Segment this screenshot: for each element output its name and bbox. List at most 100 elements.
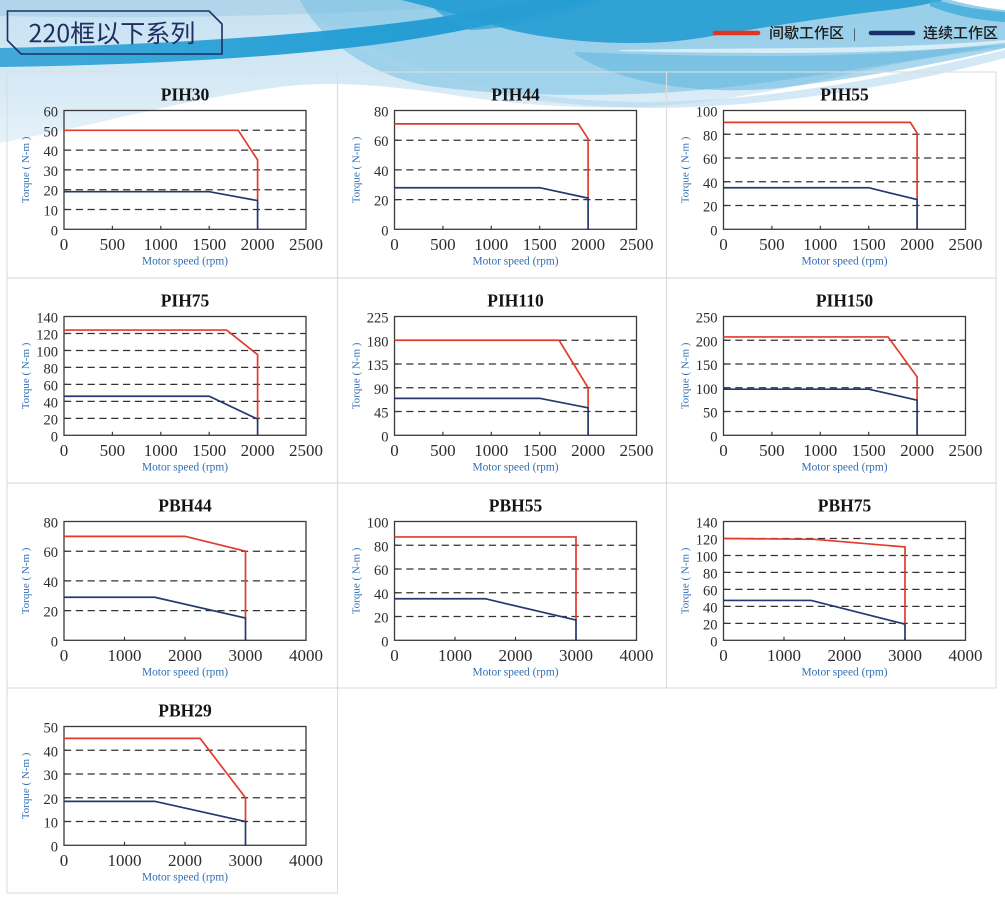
svg-text:2000: 2000 [168,851,202,870]
svg-text:0: 0 [60,235,69,254]
svg-text:50: 50 [703,406,718,422]
svg-text:20: 20 [374,194,389,210]
svg-text:200: 200 [696,334,718,350]
svg-text:80: 80 [703,128,718,144]
svg-text:0: 0 [51,634,58,650]
svg-text:2500: 2500 [289,441,323,460]
svg-text:PIH110: PIH110 [487,291,544,311]
svg-text:100: 100 [696,382,718,398]
svg-text:PBH55: PBH55 [489,496,543,516]
svg-text:140: 140 [36,311,58,327]
svg-text:10: 10 [44,204,59,220]
svg-text:Motor speed (rpm): Motor speed (rpm) [801,667,887,679]
svg-text:225: 225 [367,311,389,327]
svg-text:80: 80 [374,539,389,555]
svg-text:90: 90 [374,382,389,398]
svg-text:PIH44: PIH44 [491,85,540,105]
svg-text:180: 180 [367,334,389,350]
svg-text:|: | [853,27,856,42]
svg-text:250: 250 [696,311,718,327]
svg-text:0: 0 [710,429,717,445]
svg-text:1500: 1500 [852,235,886,254]
svg-text:40: 40 [703,600,718,616]
svg-text:0: 0 [60,851,69,870]
svg-text:30: 30 [44,768,59,784]
svg-text:0: 0 [51,223,58,239]
svg-text:60: 60 [44,378,59,394]
svg-text:4000: 4000 [620,646,654,665]
svg-text:0: 0 [719,646,728,665]
svg-text:2000: 2000 [571,441,605,460]
svg-text:2000: 2000 [499,646,533,665]
svg-text:Torque ( N-m ): Torque ( N-m ) [680,136,692,203]
svg-text:50: 50 [44,124,59,140]
svg-text:20: 20 [374,611,389,627]
svg-text:0: 0 [390,646,399,665]
svg-text:2500: 2500 [289,235,323,254]
svg-text:500: 500 [430,441,456,460]
svg-text:20: 20 [44,792,59,808]
svg-text:0: 0 [60,441,69,460]
svg-text:0: 0 [381,223,388,239]
svg-text:40: 40 [374,164,389,180]
svg-text:20: 20 [44,605,59,621]
svg-text:40: 40 [44,395,59,411]
svg-text:1500: 1500 [192,441,226,460]
svg-text:PBH75: PBH75 [818,496,872,516]
svg-text:1000: 1000 [803,441,837,460]
svg-text:Motor speed (rpm): Motor speed (rpm) [472,462,558,474]
svg-text:2000: 2000 [241,235,275,254]
svg-text:3000: 3000 [888,646,922,665]
svg-text:0: 0 [51,429,58,445]
svg-text:20: 20 [703,200,718,216]
svg-text:135: 135 [367,358,389,374]
svg-text:0: 0 [390,441,399,460]
svg-text:1000: 1000 [144,235,178,254]
svg-text:50: 50 [44,721,59,737]
svg-text:Torque ( N-m ): Torque ( N-m ) [680,547,692,614]
svg-text:40: 40 [44,144,59,160]
svg-text:2000: 2000 [900,441,934,460]
svg-text:3000: 3000 [229,646,263,665]
svg-text:Motor speed (rpm): Motor speed (rpm) [801,462,887,474]
svg-text:1000: 1000 [144,441,178,460]
svg-text:500: 500 [100,235,126,254]
svg-text:Motor speed (rpm): Motor speed (rpm) [472,256,558,268]
svg-text:PIH150: PIH150 [816,291,874,311]
svg-text:2500: 2500 [620,235,654,254]
svg-text:1500: 1500 [523,441,557,460]
svg-text:45: 45 [374,406,389,422]
svg-text:20: 20 [703,617,718,633]
svg-text:500: 500 [759,235,785,254]
svg-text:0: 0 [719,235,728,254]
svg-text:60: 60 [703,583,718,599]
svg-text:20: 20 [44,184,59,200]
svg-text:60: 60 [44,545,59,561]
svg-text:1500: 1500 [852,441,886,460]
svg-text:120: 120 [696,532,718,548]
svg-text:40: 40 [44,575,59,591]
svg-text:Motor speed (rpm): Motor speed (rpm) [801,256,887,268]
svg-text:4000: 4000 [289,646,323,665]
svg-text:40: 40 [44,744,59,760]
svg-text:0: 0 [719,441,728,460]
svg-text:Torque ( N-m ): Torque ( N-m ) [351,547,363,614]
svg-text:1500: 1500 [192,235,226,254]
svg-text:150: 150 [696,358,718,374]
svg-text:500: 500 [430,235,456,254]
svg-text:2500: 2500 [949,235,983,254]
svg-text:Torque ( N-m ): Torque ( N-m ) [351,136,363,203]
svg-text:Torque ( N-m ): Torque ( N-m ) [20,136,32,203]
svg-text:1000: 1000 [474,441,508,460]
svg-text:60: 60 [374,134,389,150]
svg-text:0: 0 [710,223,717,239]
svg-text:0: 0 [381,429,388,445]
svg-text:PIH75: PIH75 [161,291,210,311]
svg-text:0: 0 [51,839,58,855]
svg-text:2000: 2000 [571,235,605,254]
svg-text:30: 30 [44,164,59,180]
svg-text:40: 40 [374,587,389,603]
svg-text:Torque ( N-m ): Torque ( N-m ) [20,547,32,614]
svg-text:4000: 4000 [949,646,983,665]
svg-text:4000: 4000 [289,851,323,870]
